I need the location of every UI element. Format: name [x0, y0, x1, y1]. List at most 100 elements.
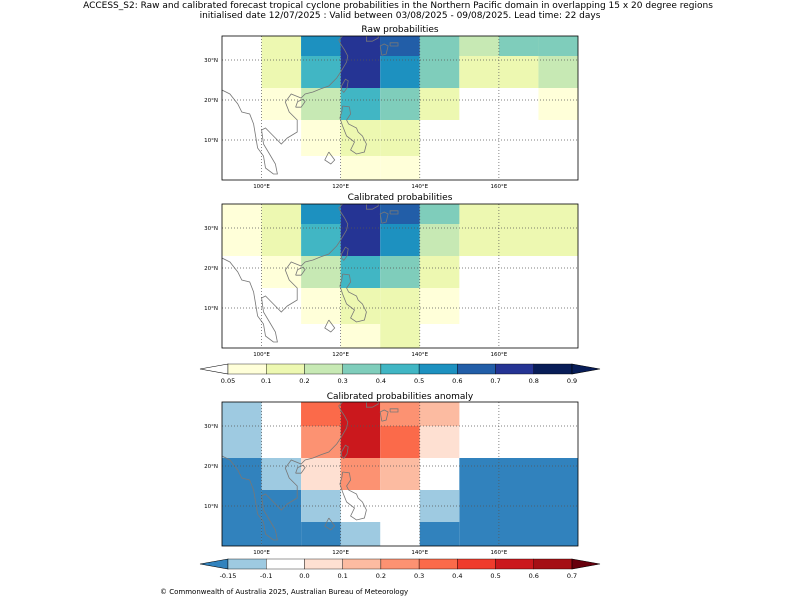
colorbar-swatch [266, 363, 305, 375]
colorbar-swatch [533, 363, 573, 375]
coastline [324, 319, 336, 333]
copyright-footer: © Commonwealth of Australia 2025, Austra… [160, 588, 408, 596]
colorbar-tick-label: 0.2 [299, 377, 309, 385]
latitude-tick-label: 10°N [204, 138, 218, 144]
probability-cell [340, 402, 381, 458]
colorbar-swatch [418, 558, 458, 570]
latitude-tick-label: 10°N [204, 504, 218, 510]
probability-cell [340, 458, 381, 490]
colorbar-tick-label: 0.3 [414, 572, 424, 580]
colorbar-swatch [266, 558, 305, 570]
colorbar-tick-label: 0.1 [337, 572, 347, 580]
colorbar-swatch [227, 558, 267, 570]
coastline [379, 43, 389, 56]
probability-cell [419, 402, 460, 426]
probability-cell [380, 204, 420, 224]
colorbar-swatch [495, 558, 534, 570]
longitude-tick-label: 100°E [253, 550, 270, 556]
probability-cell [538, 36, 578, 56]
latitude-tick-label: 20°N [204, 266, 218, 272]
probability-cell [419, 288, 460, 324]
coastline [222, 36, 349, 175]
colorbar-tick-label: 0.5 [414, 377, 424, 385]
colorbar-tick-label: 0.4 [452, 572, 462, 580]
colorbar-tick-label: 0.7 [490, 377, 500, 385]
probability-cell [261, 490, 302, 546]
longitude-tick-label: 160°E [491, 550, 508, 556]
coastline [339, 105, 367, 155]
latitude-tick-label: 30°N [204, 424, 218, 430]
coastline [341, 78, 349, 94]
probability-cell [301, 288, 341, 324]
colorbar-swatch [495, 363, 534, 375]
coastline [324, 151, 336, 165]
probability-cell [380, 88, 420, 120]
probability-cell [419, 256, 460, 288]
panel-title: Calibrated probabilities anomaly [327, 392, 474, 402]
probability-cell [538, 88, 578, 120]
colorbar-swatch [457, 363, 496, 375]
map-frame [221, 203, 579, 349]
colorbar-tick-label: 0.0 [299, 572, 309, 580]
coastline [379, 409, 389, 422]
colorbar-over-arrow [571, 558, 601, 570]
coastline [389, 408, 399, 413]
probability-cell [380, 156, 420, 180]
probability-colorbar: 0.05 0.1 0.2 0.3 0.4 0.5 0.6 0.7 0.8 0.9 [199, 363, 601, 385]
longitude-tick-label: 160°E [491, 184, 508, 190]
coastline [379, 211, 389, 224]
longitude-tick-label: 120°E [332, 550, 349, 556]
figure-title-line2: initialised date 12/07/2025 : Valid betw… [200, 11, 601, 21]
coastline [366, 402, 379, 408]
probability-cell [498, 36, 539, 56]
probability-cell [261, 36, 302, 88]
colorbar-tick-label: 0.8 [529, 377, 539, 385]
probability-cell [419, 36, 460, 56]
longitude-tick-label: 100°E [253, 352, 270, 358]
anomaly-colorbar: -0.15 -0.1 0.0 0.1 0.2 0.3 0.4 0.5 0.6 0.7 [199, 558, 601, 580]
panel-title: Calibrated probabilities [348, 193, 453, 203]
colorbar-tick-label: 0.6 [452, 377, 462, 385]
probability-cell [261, 88, 302, 120]
colorbar-swatch [304, 363, 343, 375]
coastline [366, 36, 379, 42]
map-frame [221, 35, 579, 181]
coastline [295, 464, 306, 474]
coastline [222, 204, 349, 343]
coastline [295, 266, 306, 276]
probability-cell [340, 204, 381, 256]
probability-cell [380, 256, 420, 288]
colorbar-tick-label: 0.2 [376, 572, 386, 580]
probability-cell [301, 458, 341, 490]
longitude-tick-label: 140°E [411, 352, 428, 358]
probability-cell [222, 402, 262, 458]
coastline [339, 471, 367, 521]
calibrated-probabilities-panel: Calibrated probabilities 100°E 120°E 140°E 1… [204, 193, 579, 358]
longitude-tick-label: 160°E [491, 352, 508, 358]
probability-cell [380, 36, 420, 56]
colorbar-under-arrow [199, 558, 229, 570]
latitude-tick-label: 20°N [204, 98, 218, 104]
colorbar-under-arrow [199, 363, 229, 375]
coastline [324, 517, 336, 531]
colorbar-tick-label: 0.9 [567, 377, 577, 385]
probability-cell [340, 522, 381, 546]
longitude-tick-label: 120°E [332, 352, 349, 358]
probability-cell [459, 36, 499, 56]
probability-cell [380, 324, 420, 348]
coastline [366, 204, 379, 210]
colorbar-tick-label: 0.4 [376, 377, 386, 385]
probability-cell [301, 402, 341, 426]
coastline [341, 246, 349, 262]
probability-cell [419, 522, 460, 546]
probability-cell [222, 204, 262, 224]
probability-cell [459, 204, 578, 256]
probability-cell [261, 256, 302, 288]
coastline [339, 273, 367, 323]
colorbar-swatch [342, 363, 382, 375]
probability-cell [340, 120, 381, 156]
colorbar-tick-label: 0.6 [529, 572, 539, 580]
probability-cell [340, 88, 381, 120]
figure-title-line1: ACCESS_S2: Raw and calibrated forecast t… [83, 1, 713, 11]
